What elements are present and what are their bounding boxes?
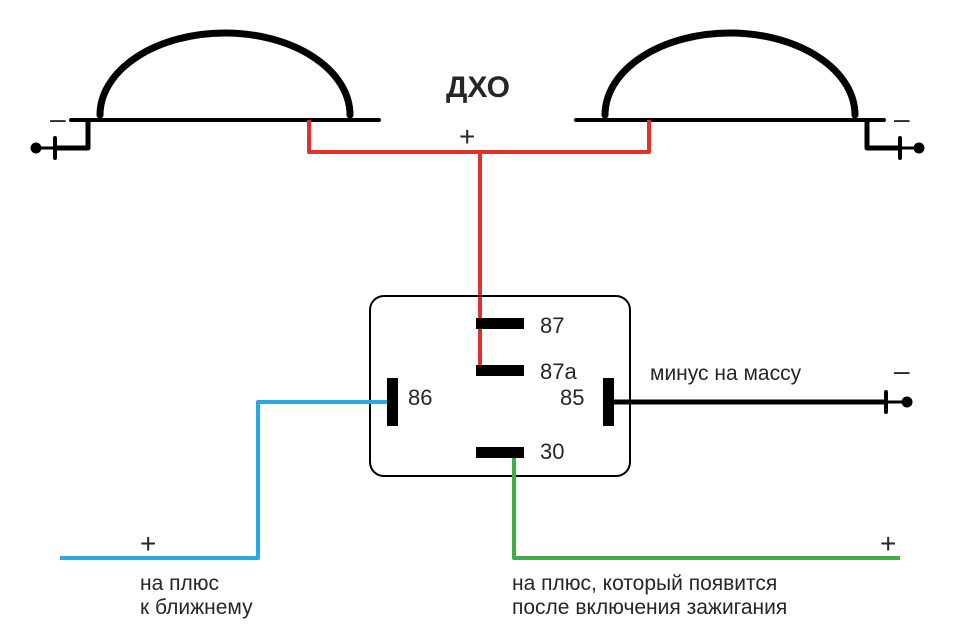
title: ДХО bbox=[446, 71, 510, 104]
plus-bottom-left: + bbox=[140, 528, 156, 559]
pin-label-30: 30 bbox=[540, 439, 564, 464]
note-left-1: на плюс bbox=[140, 572, 219, 595]
relay-pin-87 bbox=[476, 318, 524, 329]
pin-label-85: 85 bbox=[560, 385, 584, 410]
wire-green bbox=[514, 458, 900, 558]
ground-left bbox=[31, 138, 88, 158]
plus-bottom-right: + bbox=[880, 528, 896, 559]
minus-relay85: – bbox=[894, 355, 910, 386]
relay-pin-86 bbox=[387, 378, 398, 426]
lamp-left bbox=[71, 33, 379, 148]
pin-label-87: 87 bbox=[540, 313, 564, 338]
wire-blue bbox=[60, 402, 387, 558]
note-right-2: после включения зажигания bbox=[512, 596, 787, 619]
note-left-2: к ближнему bbox=[140, 596, 253, 619]
relay-pin-87a bbox=[476, 365, 524, 376]
relay-pin-30 bbox=[476, 447, 524, 458]
label-mass: минус на массу bbox=[650, 362, 802, 385]
minus-top-left: – bbox=[50, 103, 66, 134]
pin-label-86: 86 bbox=[408, 385, 432, 410]
ground-right bbox=[867, 138, 924, 158]
minus-top-right: – bbox=[894, 103, 910, 134]
ground-relay85 bbox=[886, 392, 912, 412]
relay-pin-85 bbox=[603, 378, 614, 426]
lamp-right bbox=[576, 33, 884, 148]
plus-top: + bbox=[459, 121, 475, 152]
note-right-1: на плюс, который появится bbox=[512, 572, 777, 595]
pin-label-87a: 87a bbox=[540, 359, 577, 384]
